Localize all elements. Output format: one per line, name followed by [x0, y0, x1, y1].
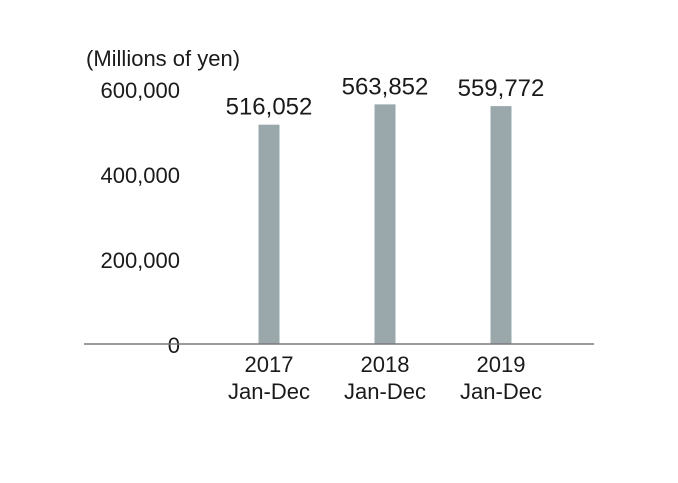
category-period-label: Jan-Dec — [228, 379, 310, 404]
bar-2018 — [374, 104, 396, 344]
value-label-2019: 559,772 — [458, 75, 545, 102]
bar-2017 — [258, 124, 280, 344]
y-tick-label: 0 — [168, 333, 180, 358]
y-tick-label: 200,000 — [100, 248, 180, 273]
value-label-2018: 563,852 — [342, 73, 429, 100]
value-labels: 516,052 563,852 559,772 — [226, 73, 545, 120]
y-tick-label: 400,000 — [100, 163, 180, 188]
y-axis-unit-label: (Millions of yen) — [86, 46, 240, 71]
bars — [258, 104, 512, 345]
value-label-2017: 516,052 — [226, 94, 313, 121]
category-year-label: 2017 — [245, 352, 294, 377]
category-year-label: 2018 — [361, 352, 410, 377]
category-period-label: Jan-Dec — [344, 379, 426, 404]
y-tick-label: 600,000 — [100, 78, 180, 103]
y-tick-labels: 0 200,000 400,000 600,000 — [100, 78, 180, 358]
category-period-label: Jan-Dec — [460, 379, 542, 404]
bar-2019 — [490, 106, 512, 345]
category-year-label: 2019 — [477, 352, 526, 377]
